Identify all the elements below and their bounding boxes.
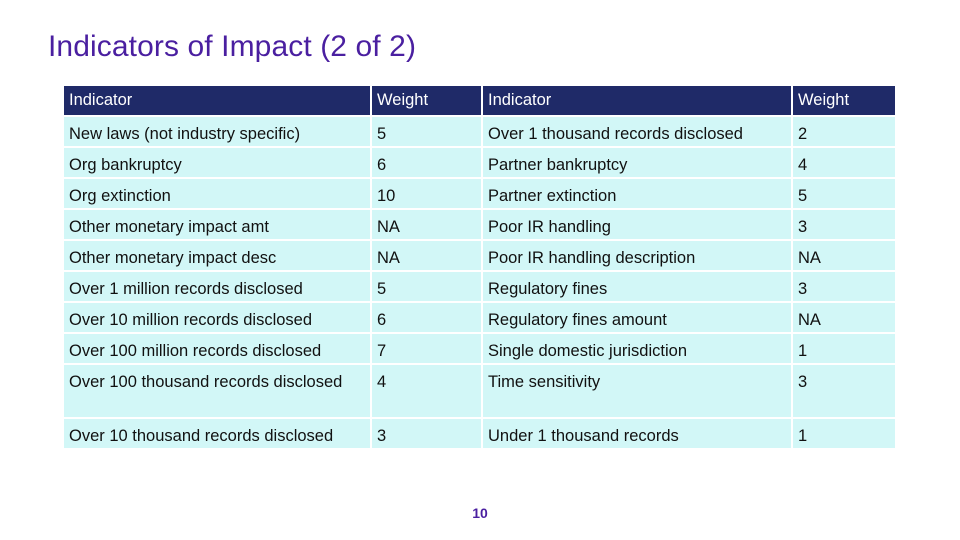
table-cell: Over 100 million records disclosed: [64, 334, 370, 363]
table-cell: 3: [793, 365, 895, 417]
table-cell: Partner extinction: [483, 179, 791, 208]
table-row: Other monetary impact desc NA Poor IR ha…: [64, 241, 895, 270]
table-cell: 4: [372, 365, 481, 417]
table-cell: 5: [372, 272, 481, 301]
table-cell: Poor IR handling: [483, 210, 791, 239]
table-cell: Over 10 thousand records disclosed: [64, 419, 370, 448]
table-cell: New laws (not industry specific): [64, 117, 370, 146]
table-cell: 6: [372, 303, 481, 332]
table-cell: NA: [793, 303, 895, 332]
table-cell: Regulatory fines amount: [483, 303, 791, 332]
table-cell: Poor IR handling description: [483, 241, 791, 270]
table-cell: 3: [372, 419, 481, 448]
slide-title: Indicators of Impact (2 of 2): [48, 30, 417, 63]
table-cell: 3: [793, 272, 895, 301]
table-row: Other monetary impact amt NA Poor IR han…: [64, 210, 895, 239]
table-row: Over 10 thousand records disclosed 3 Und…: [64, 419, 895, 448]
table-cell: Other monetary impact amt: [64, 210, 370, 239]
table-row: Org extinction 10 Partner extinction 5: [64, 179, 895, 208]
table-cell: Other monetary impact desc: [64, 241, 370, 270]
table-cell: Single domestic jurisdiction: [483, 334, 791, 363]
table-header-row: Indicator Weight Indicator Weight: [64, 86, 895, 115]
table-row: Over 100 thousand records disclosed 4 Ti…: [64, 365, 895, 417]
table-cell: 3: [793, 210, 895, 239]
table-cell: Over 100 thousand records disclosed: [64, 365, 370, 417]
table-cell: Over 1 million records disclosed: [64, 272, 370, 301]
table-cell: NA: [372, 241, 481, 270]
table-cell: Org bankruptcy: [64, 148, 370, 177]
table-row: Over 1 million records disclosed 5 Regul…: [64, 272, 895, 301]
header-weight-right: Weight: [793, 86, 895, 115]
table-cell: 10: [372, 179, 481, 208]
table-cell: 6: [372, 148, 481, 177]
header-weight-left: Weight: [372, 86, 481, 115]
table-cell: Over 10 million records disclosed: [64, 303, 370, 332]
table-cell: 1: [793, 334, 895, 363]
table-cell: Over 1 thousand records disclosed: [483, 117, 791, 146]
table-row: Over 100 million records disclosed 7 Sin…: [64, 334, 895, 363]
table-cell: Partner bankruptcy: [483, 148, 791, 177]
table-cell: NA: [793, 241, 895, 270]
table-cell: Regulatory fines: [483, 272, 791, 301]
table-cell: 1: [793, 419, 895, 448]
indicators-table: Indicator Weight Indicator Weight New la…: [62, 84, 897, 450]
table-row: Org bankruptcy 6 Partner bankruptcy 4: [64, 148, 895, 177]
table-cell: 5: [793, 179, 895, 208]
table-cell: 7: [372, 334, 481, 363]
table-row: Over 10 million records disclosed 6 Regu…: [64, 303, 895, 332]
table-cell: Org extinction: [64, 179, 370, 208]
table-cell: 2: [793, 117, 895, 146]
table-cell: 5: [372, 117, 481, 146]
table-row: New laws (not industry specific) 5 Over …: [64, 117, 895, 146]
table-cell: Under 1 thousand records: [483, 419, 791, 448]
table-cell: NA: [372, 210, 481, 239]
header-indicator-right: Indicator: [483, 86, 791, 115]
page-number: 10: [472, 505, 488, 521]
table-cell: 4: [793, 148, 895, 177]
header-indicator-left: Indicator: [64, 86, 370, 115]
table-cell: Time sensitivity: [483, 365, 791, 417]
